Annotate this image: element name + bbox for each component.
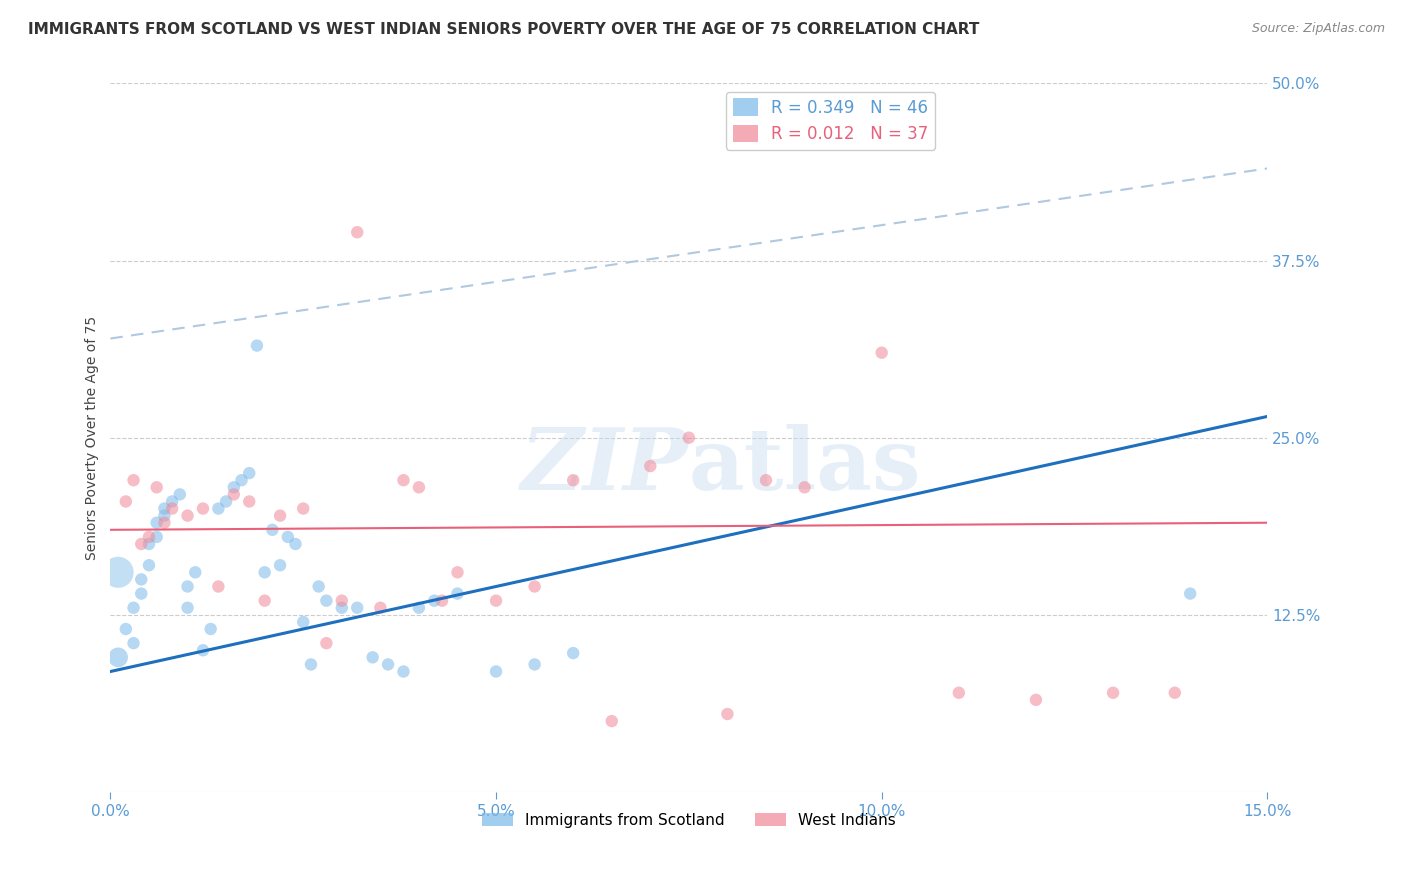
- Point: [485, 593, 508, 607]
- Point: [207, 579, 229, 593]
- Point: [523, 579, 546, 593]
- Point: [269, 558, 291, 573]
- Point: [361, 650, 384, 665]
- Point: [370, 600, 392, 615]
- Point: [215, 494, 238, 508]
- Point: [1102, 686, 1125, 700]
- Point: [408, 600, 430, 615]
- Point: [200, 622, 222, 636]
- Point: [207, 501, 229, 516]
- Point: [231, 473, 253, 487]
- Text: IMMIGRANTS FROM SCOTLAND VS WEST INDIAN SENIORS POVERTY OVER THE AGE OF 75 CORRE: IMMIGRANTS FROM SCOTLAND VS WEST INDIAN …: [28, 22, 980, 37]
- Point: [330, 593, 353, 607]
- Point: [870, 345, 893, 359]
- Point: [308, 579, 330, 593]
- Point: [284, 537, 307, 551]
- Point: [222, 487, 245, 501]
- Point: [184, 566, 207, 580]
- Point: [129, 586, 152, 600]
- Point: [129, 573, 152, 587]
- Point: [315, 593, 337, 607]
- Point: [346, 600, 368, 615]
- Point: [678, 431, 700, 445]
- Point: [107, 650, 129, 665]
- Point: [129, 537, 152, 551]
- Point: [191, 643, 214, 657]
- Point: [793, 480, 815, 494]
- Point: [246, 338, 269, 352]
- Point: [138, 530, 160, 544]
- Point: [640, 458, 662, 473]
- Text: ZIP: ZIP: [522, 425, 689, 508]
- Text: Source: ZipAtlas.com: Source: ZipAtlas.com: [1251, 22, 1385, 36]
- Point: [1180, 586, 1202, 600]
- Point: [392, 473, 415, 487]
- Point: [122, 600, 145, 615]
- Point: [292, 615, 315, 629]
- Point: [269, 508, 291, 523]
- Point: [153, 501, 176, 516]
- Point: [169, 487, 191, 501]
- Point: [253, 593, 276, 607]
- Point: [107, 566, 129, 580]
- Point: [222, 480, 245, 494]
- Point: [315, 636, 337, 650]
- Point: [160, 501, 183, 516]
- Legend: Immigrants from Scotland, West Indians: Immigrants from Scotland, West Indians: [477, 806, 901, 834]
- Point: [1164, 686, 1187, 700]
- Point: [122, 636, 145, 650]
- Point: [114, 622, 136, 636]
- Point: [145, 516, 167, 530]
- Point: [446, 586, 468, 600]
- Point: [262, 523, 284, 537]
- Point: [176, 600, 198, 615]
- Text: atlas: atlas: [689, 424, 921, 508]
- Point: [377, 657, 399, 672]
- Y-axis label: Seniors Poverty Over the Age of 75: Seniors Poverty Over the Age of 75: [86, 316, 100, 560]
- Point: [330, 600, 353, 615]
- Point: [562, 646, 585, 660]
- Point: [238, 466, 260, 480]
- Point: [153, 508, 176, 523]
- Point: [600, 714, 623, 728]
- Point: [145, 530, 167, 544]
- Point: [523, 657, 546, 672]
- Point: [238, 494, 260, 508]
- Point: [446, 566, 468, 580]
- Point: [114, 494, 136, 508]
- Point: [176, 579, 198, 593]
- Point: [392, 665, 415, 679]
- Point: [277, 530, 299, 544]
- Point: [292, 501, 315, 516]
- Point: [253, 566, 276, 580]
- Point: [716, 706, 738, 721]
- Point: [160, 494, 183, 508]
- Point: [138, 537, 160, 551]
- Point: [948, 686, 970, 700]
- Point: [562, 473, 585, 487]
- Point: [299, 657, 322, 672]
- Point: [153, 516, 176, 530]
- Point: [138, 558, 160, 573]
- Point: [755, 473, 778, 487]
- Point: [346, 225, 368, 239]
- Point: [423, 593, 446, 607]
- Point: [176, 508, 198, 523]
- Point: [485, 665, 508, 679]
- Point: [122, 473, 145, 487]
- Point: [191, 501, 214, 516]
- Point: [145, 480, 167, 494]
- Point: [408, 480, 430, 494]
- Point: [1025, 693, 1047, 707]
- Point: [430, 593, 453, 607]
